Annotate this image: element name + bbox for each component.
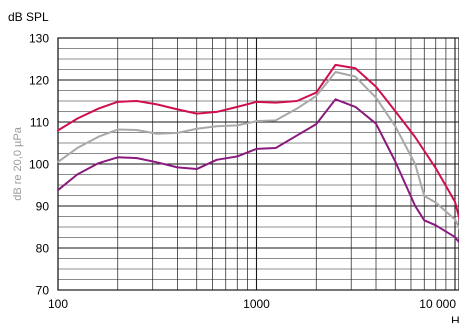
x-tick-labels: 100 1000 10 000 (48, 297, 456, 311)
y-tick-label: 90 (36, 200, 50, 214)
y-tick-label: 120 (29, 74, 49, 88)
x-tick-label: 10 000 (419, 297, 456, 311)
x-tick-label: 1000 (243, 297, 270, 311)
y-tick-label: 80 (36, 242, 50, 256)
series-line-3 (57, 98, 459, 244)
x-unit-label: Hz (451, 314, 459, 323)
y-tick-labels: 70 80 90 100 110 120 130 (29, 32, 49, 298)
grid (57, 37, 459, 291)
y-tick-label: 100 (29, 158, 49, 172)
series-line-1 (57, 63, 459, 222)
y-tick-label: 110 (30, 116, 49, 130)
series-lines (57, 63, 459, 244)
series-line-2 (57, 71, 459, 230)
plot-frame (57, 37, 459, 291)
x-tick-label: 100 (48, 297, 68, 311)
y-tick-label: 70 (36, 284, 50, 298)
y-tick-label: 130 (29, 32, 49, 46)
unit-label: dB SPL (8, 10, 49, 24)
y-axis-label: dB re 20,0 µPa (12, 126, 24, 200)
